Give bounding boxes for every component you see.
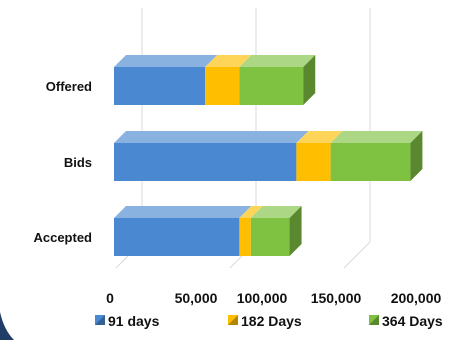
bar-offered-364-days	[239, 55, 316, 105]
bars	[114, 55, 423, 256]
legend-label: 91 days	[108, 313, 160, 329]
legend-label: 182 Days	[241, 313, 302, 329]
legend: 91 days 182 Days 364 Days	[95, 313, 443, 329]
bar-accepted-364-days	[250, 206, 302, 256]
bar-offered-91-days	[114, 55, 218, 105]
legend-item: 182 Days	[228, 313, 302, 329]
x-tick-label: 0	[106, 290, 114, 306]
x-tick-label: 200,000	[391, 290, 442, 306]
bar-bids-182-days	[296, 131, 343, 181]
x-tick-labels: 0 50,000 100,000 150,000 200,000	[106, 290, 441, 306]
x-tick-label: 150,000	[311, 290, 362, 306]
bar-bids-91-days	[114, 131, 309, 181]
gridline-floor	[343, 241, 371, 269]
category-label: Offered	[46, 79, 92, 94]
bar-bids-364-days	[330, 131, 423, 181]
gridlines	[115, 8, 371, 269]
x-tick-label: 50,000	[175, 290, 218, 306]
bar-accepted-91-days	[114, 206, 252, 256]
x-tick-label: 100,000	[237, 290, 288, 306]
category-labels: Offered Bids Accepted	[33, 79, 92, 245]
legend-item: 364 Days	[369, 313, 443, 329]
bar-accepted-182-days	[239, 206, 263, 256]
bar-offered-182-days	[205, 55, 252, 105]
corner-decoration	[0, 312, 14, 340]
category-label: Accepted	[33, 230, 92, 245]
category-label: Bids	[64, 155, 92, 170]
legend-label: 364 Days	[382, 313, 443, 329]
legend-item: 91 days	[95, 313, 160, 329]
